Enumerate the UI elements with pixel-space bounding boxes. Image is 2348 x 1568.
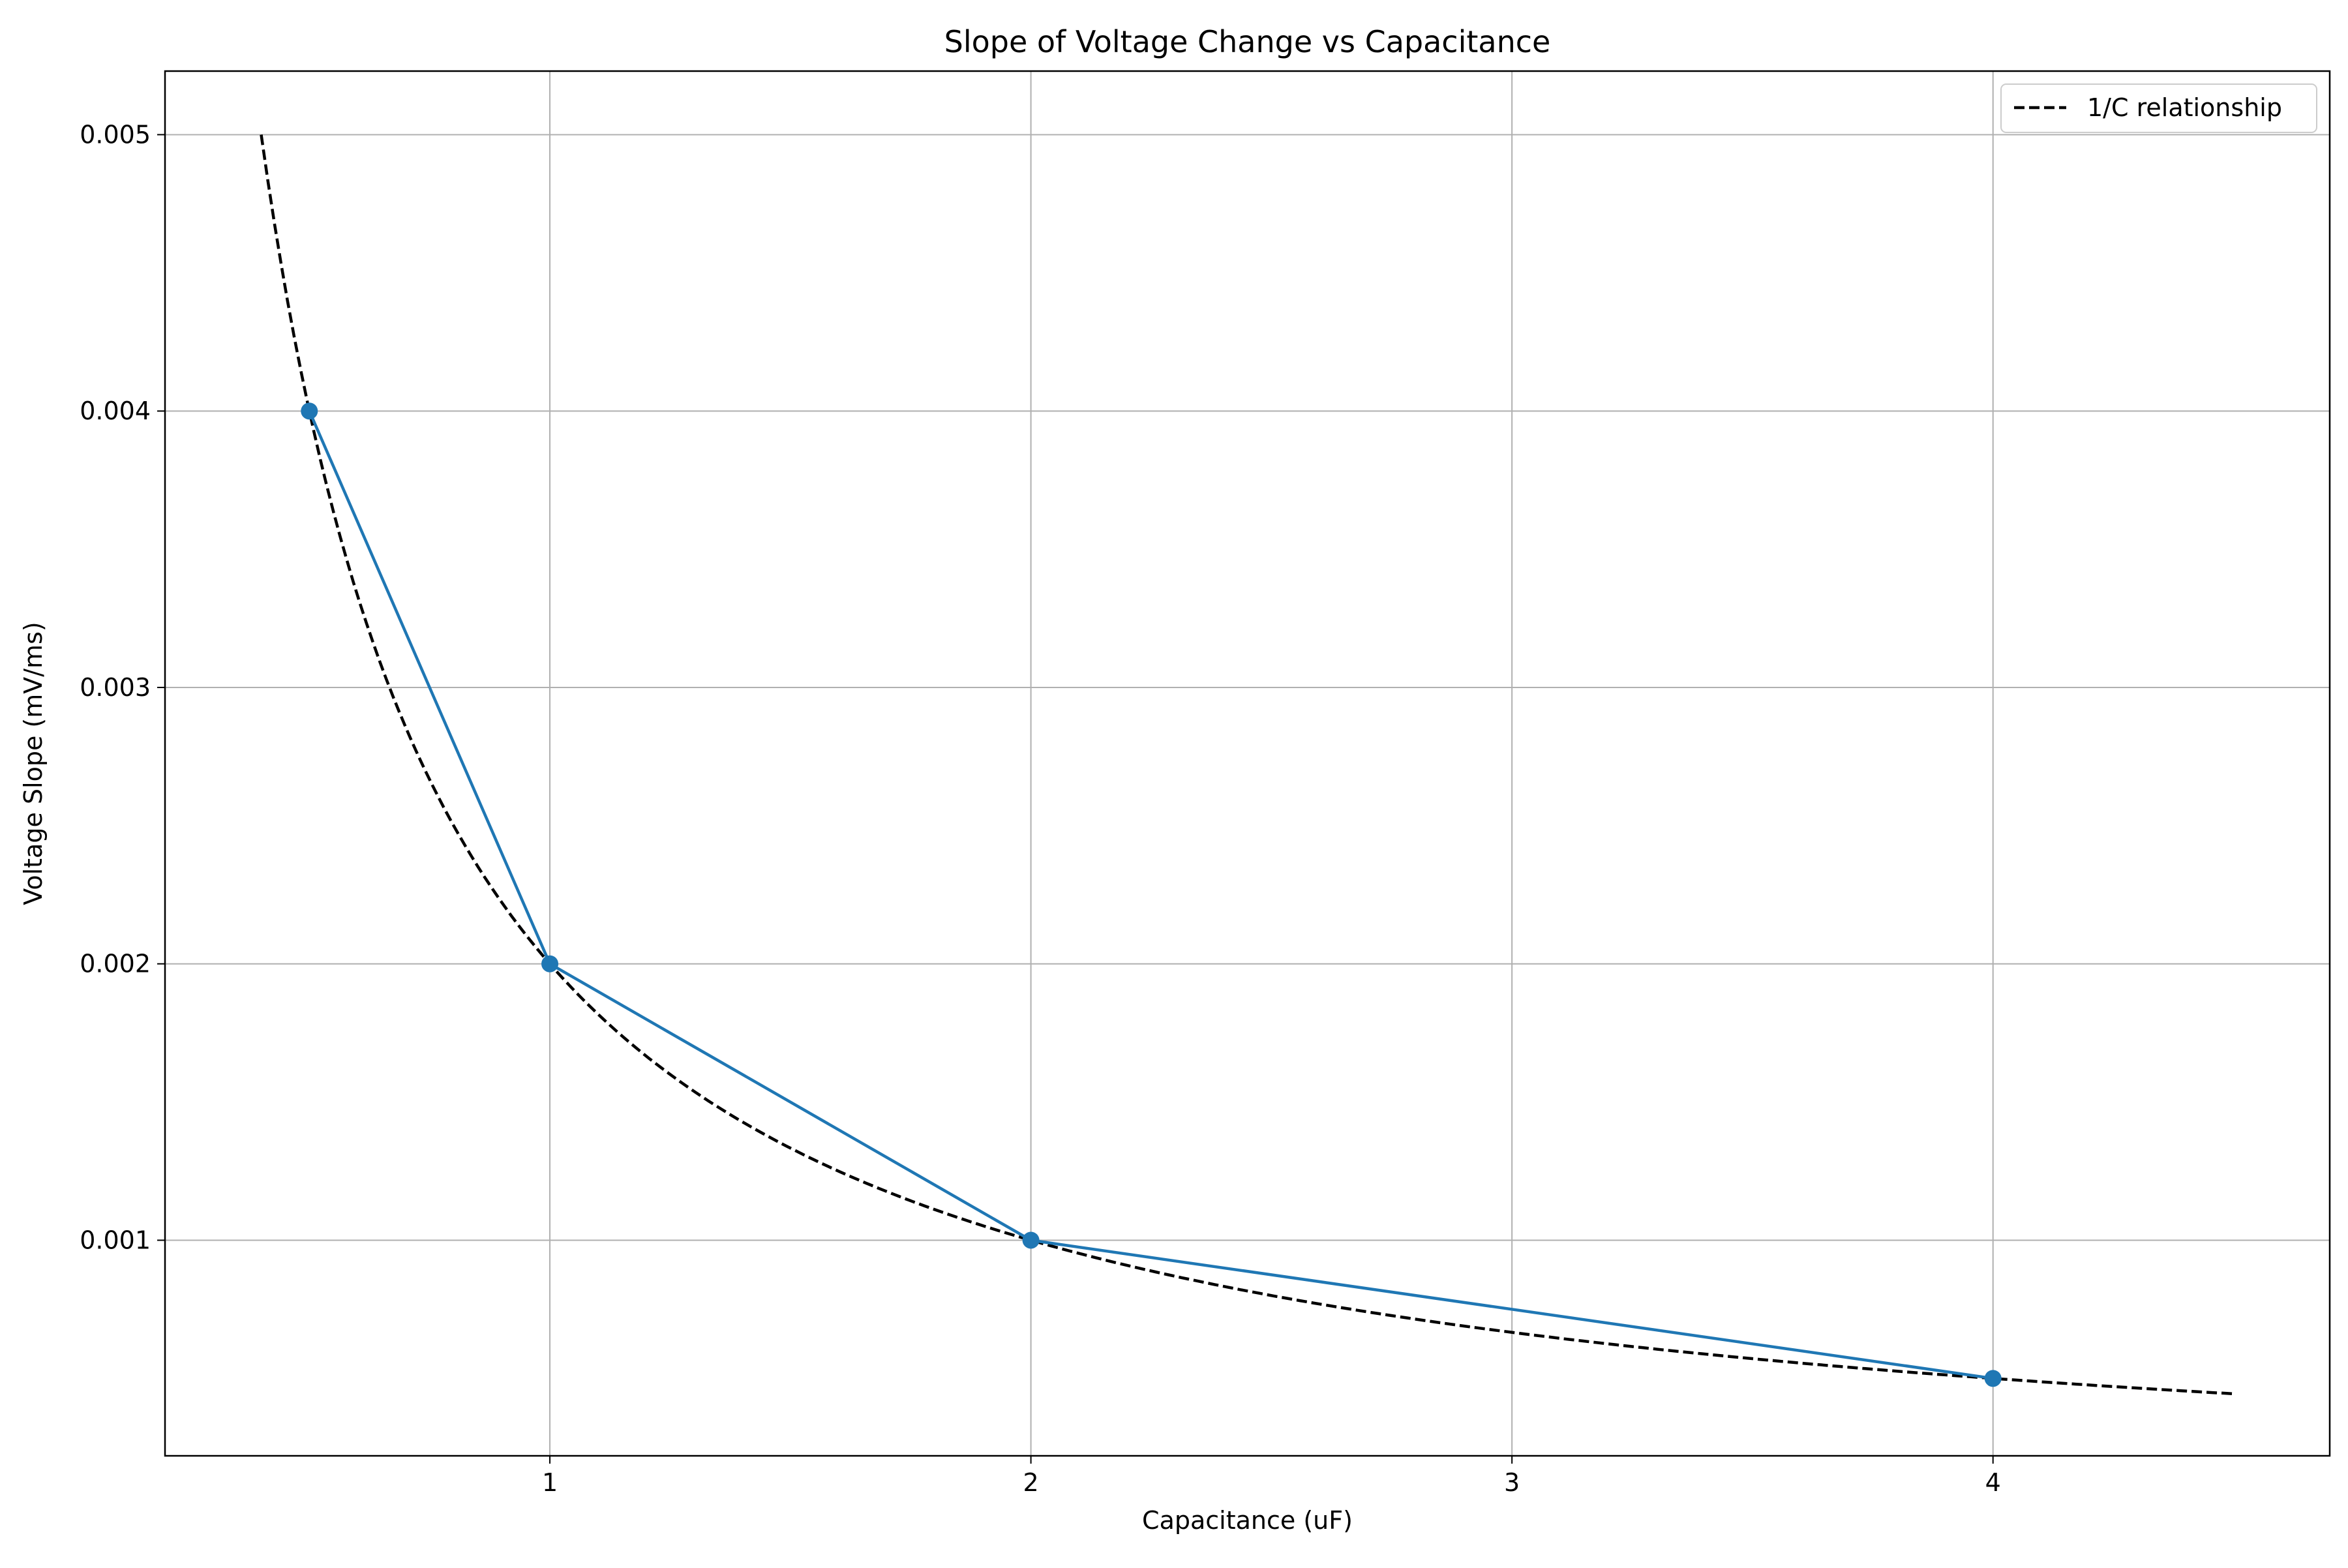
y-tick-label: 0.004 — [80, 397, 151, 425]
plot-frame — [164, 70, 2331, 1457]
y-tick-label: 0.001 — [80, 1226, 151, 1254]
legend-box — [2000, 83, 2317, 133]
data-point — [1022, 1231, 1040, 1249]
x-tick-label: 3 — [1504, 1468, 1520, 1497]
grid — [165, 71, 2330, 1456]
plot-series — [260, 134, 2234, 1396]
x-tick-label: 2 — [1023, 1468, 1039, 1497]
axis-ticks: 1 2 3 4 0.001 0.002 0.003 0.004 0.005 — [80, 120, 2001, 1497]
legend-label: 1/C relationship — [2087, 93, 2282, 122]
legend: 1/C relationship — [2000, 83, 2317, 133]
series-line-1c-relationship — [260, 134, 2234, 1396]
y-axis-label: Voltage Slope (mV/ms) — [19, 622, 48, 905]
x-axis-label: Capacitance (uF) — [1142, 1506, 1353, 1535]
data-point — [1984, 1370, 2002, 1387]
y-tick-label: 0.003 — [80, 673, 151, 702]
chart-title: Slope of Voltage Change vs Capacitance — [944, 24, 1551, 59]
y-tick-label: 0.005 — [80, 120, 151, 149]
x-tick-label: 4 — [1985, 1468, 2001, 1497]
series-line-measured — [308, 410, 1994, 1380]
data-point — [541, 955, 559, 972]
data-point — [301, 402, 318, 420]
x-tick-label: 1 — [542, 1468, 558, 1497]
y-tick-label: 0.002 — [80, 950, 151, 978]
